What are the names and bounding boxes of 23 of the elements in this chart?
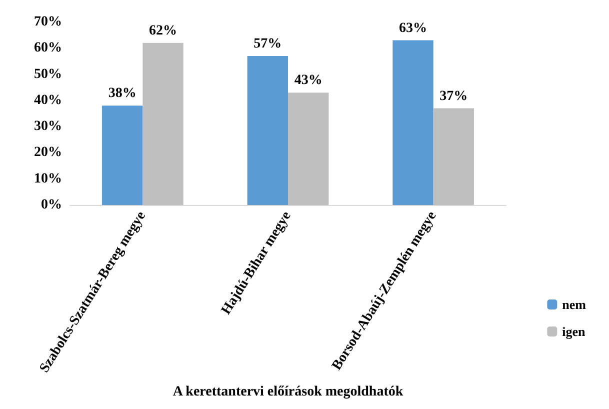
y-tick-label: 10%	[34, 171, 62, 186]
bar	[142, 42, 184, 205]
y-tick-label: 60%	[34, 40, 62, 56]
bar	[433, 108, 474, 205]
legend-label: nem	[562, 297, 586, 312]
y-tick-label: 50%	[34, 66, 62, 82]
x-axis-title: A kerettantervi előírások megoldhatók	[172, 384, 404, 400]
bar	[392, 40, 434, 205]
data-label: 37%	[440, 88, 468, 104]
y-tick-label: 20%	[34, 145, 62, 160]
y-tick-label: 40%	[34, 92, 62, 108]
bar	[102, 106, 143, 205]
y-tick-label: 70%	[34, 14, 62, 30]
y-tick-label: 30%	[34, 119, 62, 134]
bar	[247, 56, 288, 205]
data-label: 43%	[294, 73, 322, 88]
data-label: 57%	[254, 36, 282, 52]
data-label: 62%	[149, 23, 178, 38]
legend-label: igen	[562, 324, 586, 339]
bar	[288, 92, 329, 205]
data-label: 63%	[398, 20, 427, 36]
y-tick-label: 0%	[41, 198, 62, 212]
data-label: 38%	[108, 86, 136, 102]
